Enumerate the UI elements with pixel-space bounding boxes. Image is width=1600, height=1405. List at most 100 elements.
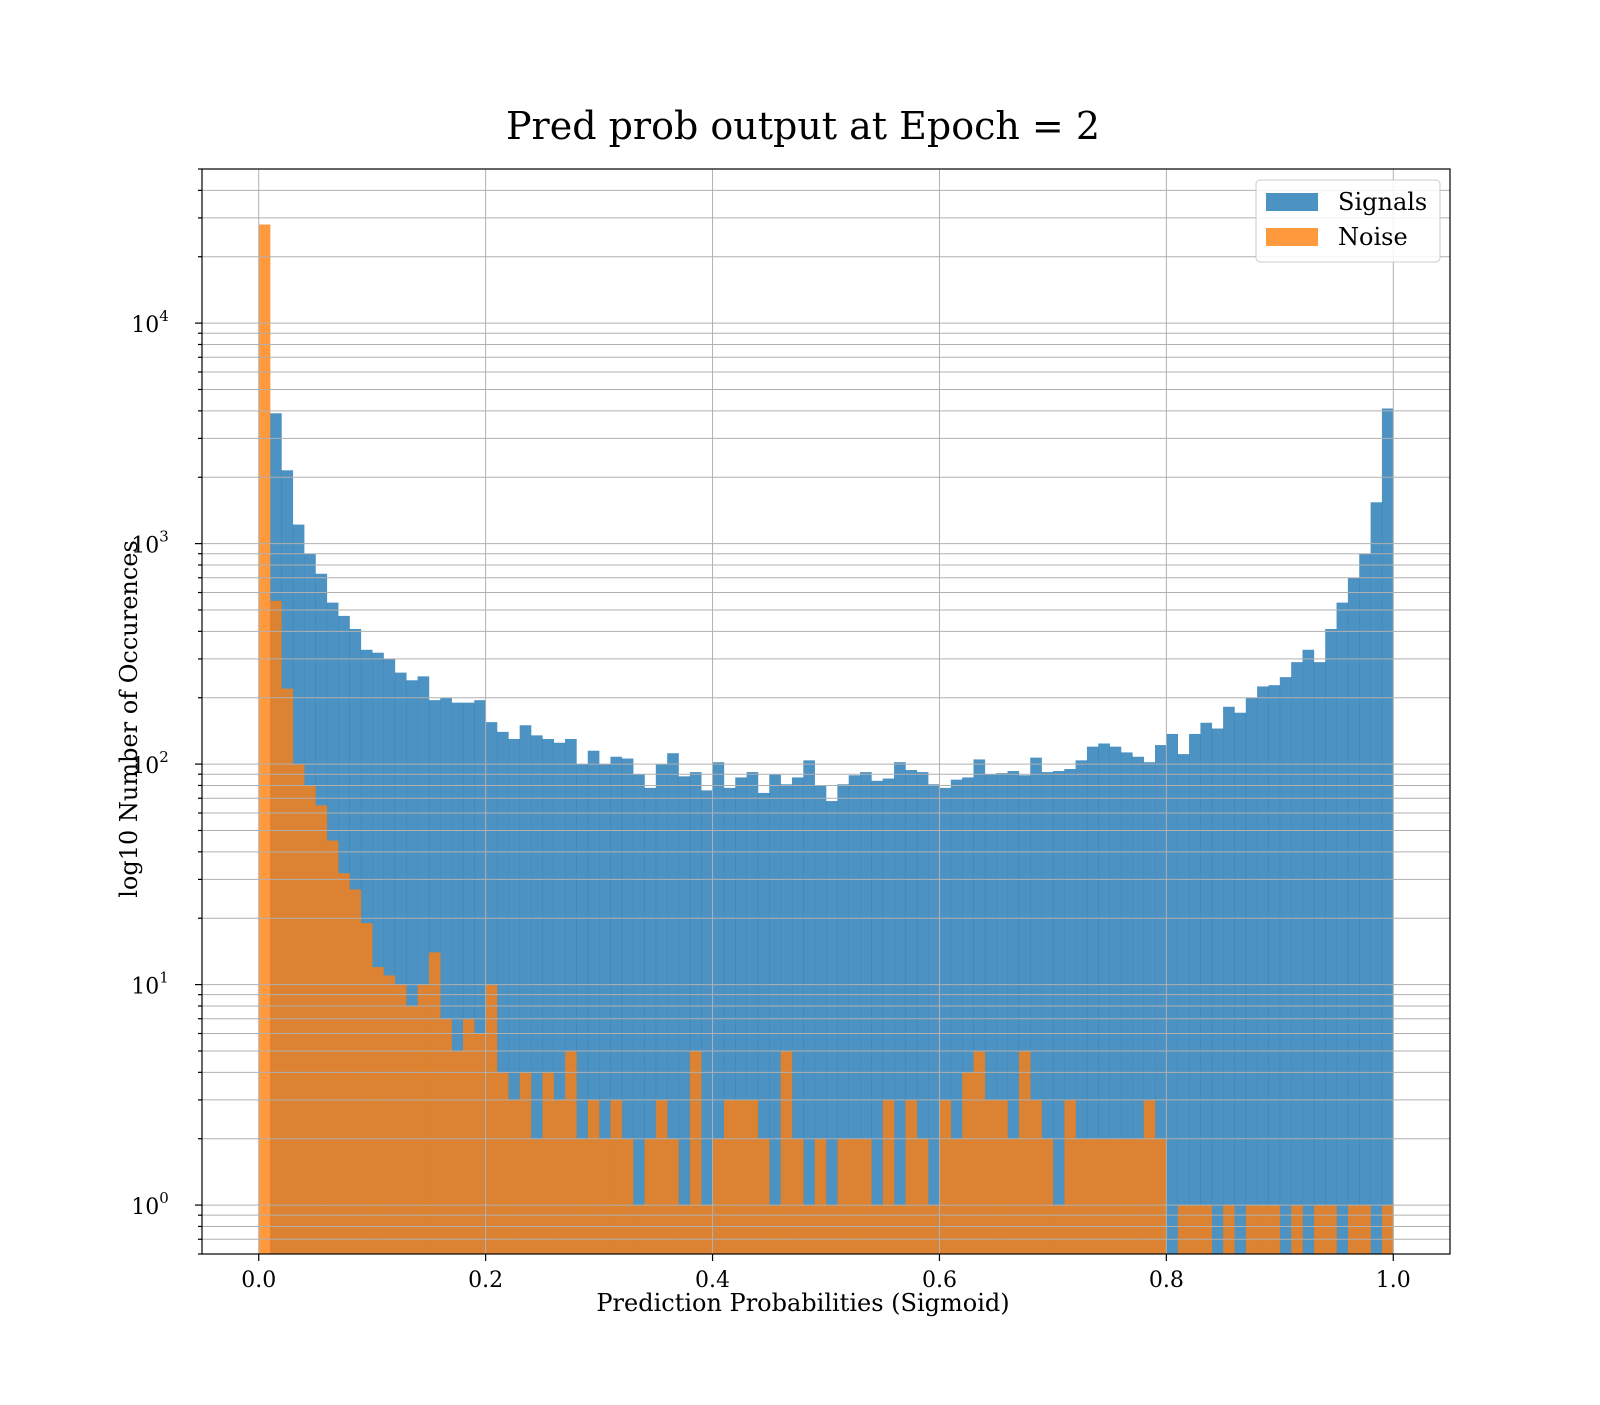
bar [1109,746,1122,1254]
bar [406,1005,418,1254]
x-axis-label: Prediction Probabilities (Sigmoid) [596,1289,1009,1317]
bar [962,777,974,1254]
bar [1313,1205,1326,1254]
bar [1177,1205,1190,1254]
y-tick-exponent: 2 [159,748,169,766]
bar [791,777,804,1254]
bar [1075,1138,1088,1254]
y-tick-base: 10 [131,975,159,1000]
bar [1245,1205,1258,1254]
bar [735,777,747,1254]
bar [894,1205,906,1254]
bar [701,790,713,1254]
x-tick-label: 0.4 [695,1268,730,1293]
bar [281,688,294,1254]
bar [1041,1138,1054,1254]
bar [304,785,316,1254]
bar [1098,1138,1110,1254]
y-tick-label: 100 [131,1189,169,1220]
bar [757,1138,770,1254]
bar [939,787,952,1254]
bar [1155,1138,1167,1254]
bar [1381,408,1394,1254]
bar [678,776,691,1254]
y-tick-exponent: 0 [159,1189,169,1207]
bar [1075,760,1088,1254]
bar [905,770,918,1254]
x-tick-label: 0.8 [1149,1268,1184,1293]
bar [553,1099,566,1254]
bar [485,984,498,1254]
bar [689,1050,702,1254]
bar [1120,1138,1133,1254]
bar [894,762,906,1254]
y-axis-label: log10 Number of Occurences [115,540,143,898]
bar [417,676,430,1254]
bar [292,764,305,1254]
bar [1336,602,1349,1254]
bar [950,1138,963,1254]
bar [950,779,963,1254]
bar [1018,775,1031,1254]
bar [655,1099,668,1254]
bar [1313,662,1326,1254]
bar [791,1138,804,1254]
bar [258,224,271,1254]
bar [270,600,282,1254]
bar [428,952,441,1254]
bar [1189,1205,1201,1254]
bar [451,1050,464,1254]
bar [1347,577,1360,1254]
bar [723,787,736,1254]
bar [655,764,668,1254]
bar [496,1072,509,1254]
bar [383,658,396,1254]
bar [882,778,895,1254]
y-tick-label: 102 [131,748,169,779]
bar [576,1138,589,1254]
bar [349,889,362,1254]
x-tick-label: 0.0 [241,1268,276,1293]
bar [1132,1138,1144,1254]
bar [372,652,384,1254]
bar [1098,743,1110,1254]
bar [769,774,781,1254]
legend: Signals Noise [1255,179,1441,263]
bar [315,805,328,1254]
bar [610,756,623,1254]
bar [599,1138,611,1254]
bar [599,764,611,1254]
bar [996,773,1008,1254]
bar [757,792,770,1254]
bar [326,840,339,1254]
bar [394,984,407,1254]
bar [689,772,702,1254]
bar [1268,685,1281,1254]
bar [417,984,430,1254]
bar [1143,762,1156,1254]
bar [1143,1099,1156,1254]
bar [973,1050,986,1254]
bar [1325,1205,1337,1254]
bar [440,697,452,1254]
bar [984,1099,997,1254]
bar [531,1138,543,1254]
bar [610,1099,623,1254]
bar [1030,1099,1042,1254]
bar [1155,745,1167,1254]
y-tick-base: 10 [131,754,159,779]
y-tick-label: 103 [131,528,169,559]
y-tick-base: 10 [131,534,159,559]
y-tick-exponent: 1 [159,969,169,987]
bar [1257,1205,1269,1254]
bar [667,1138,679,1254]
bar [1223,706,1235,1254]
bar [1211,728,1224,1254]
bar [553,742,566,1254]
bar [360,923,373,1254]
bar [769,1205,781,1254]
bar [678,1205,691,1254]
bar [712,762,725,1254]
bar [383,975,396,1254]
